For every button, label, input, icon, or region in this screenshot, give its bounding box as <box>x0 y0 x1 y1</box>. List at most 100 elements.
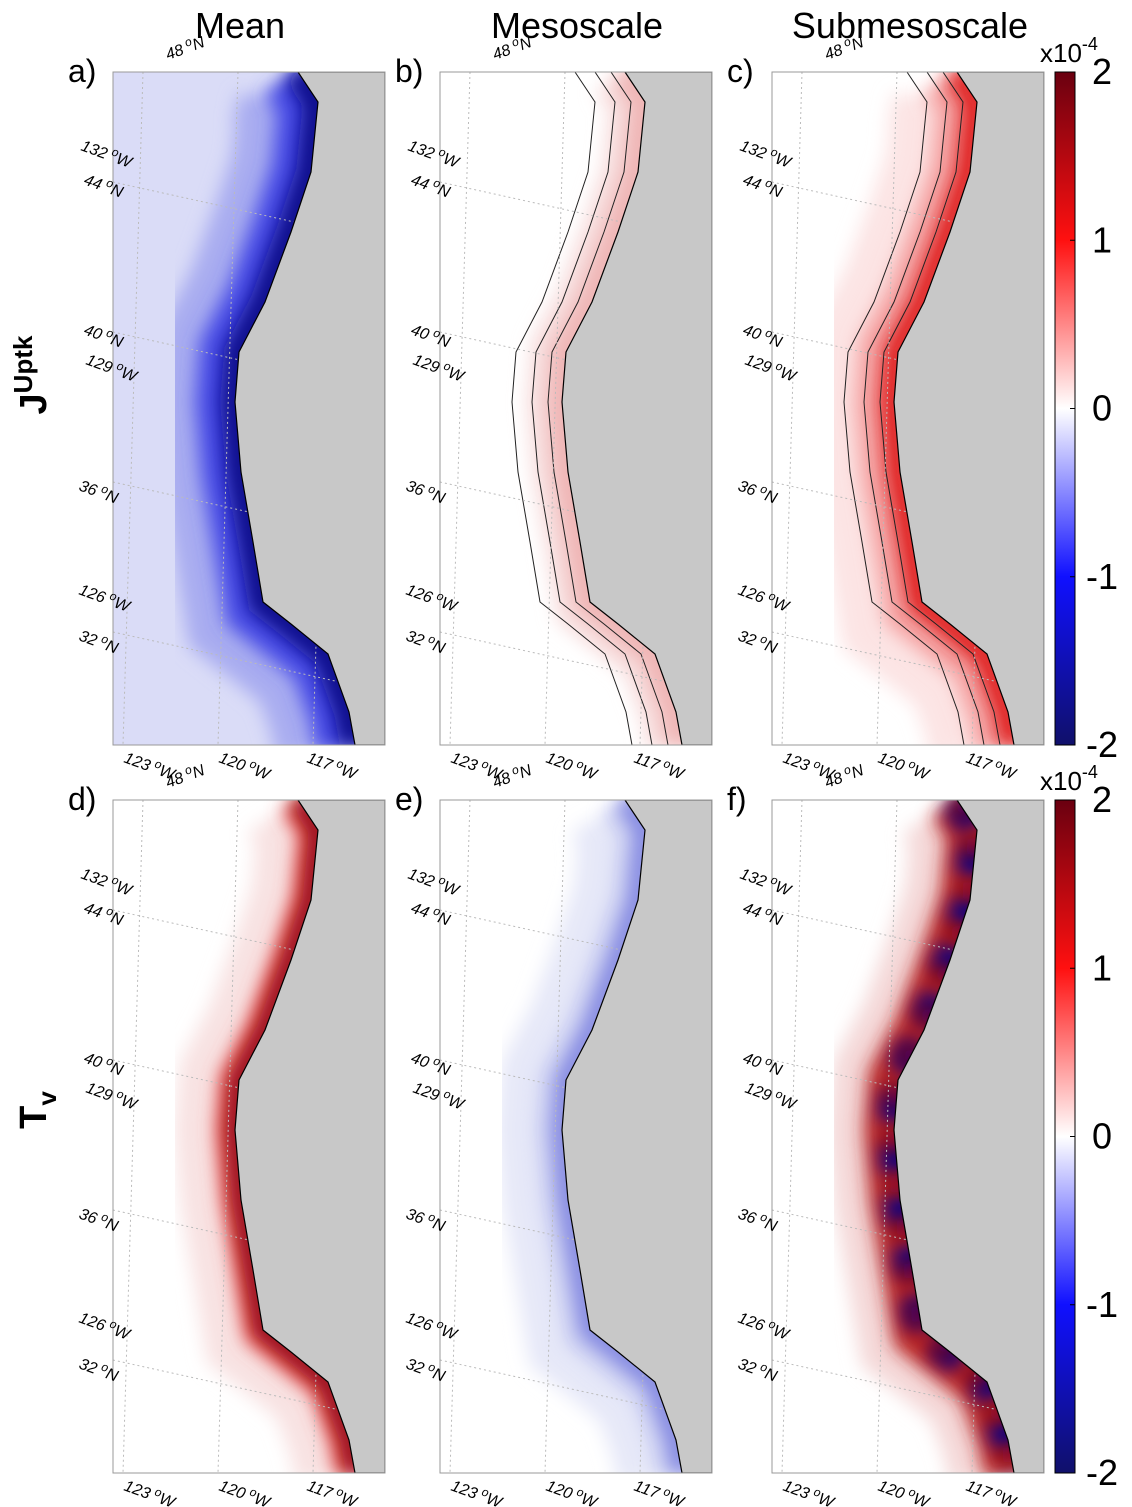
graticule-label: 117oW <box>964 1474 1021 1507</box>
graticule-line <box>113 1359 385 1421</box>
graticule-value: 123 <box>449 750 480 775</box>
graticule-value: 36 <box>404 478 427 500</box>
panel-frame <box>112 71 386 746</box>
graticule-label: 48oN <box>489 758 534 792</box>
row-symbol: J <box>13 393 55 414</box>
degree-mark: o <box>105 1053 116 1069</box>
colorbar-tick-label: -2 <box>1086 724 1118 765</box>
colorbar-tick-label: -1 <box>1086 1284 1118 1325</box>
degree-mark: o <box>105 325 116 341</box>
degree-mark: o <box>442 1087 453 1103</box>
graticule-value: 117 <box>964 1478 995 1503</box>
graticule-value: 120 <box>217 750 248 775</box>
graticule-value: 117 <box>305 750 336 775</box>
degree-mark: o <box>774 1087 785 1103</box>
colorbar-tick-label: -2 <box>1086 1452 1118 1493</box>
graticule-value: 123 <box>781 750 812 775</box>
graticule-label: 48oN <box>162 30 207 64</box>
degree-mark: o <box>105 175 116 191</box>
degree-mark: o <box>769 145 780 161</box>
degree-mark: o <box>907 1485 918 1501</box>
panel-frame <box>771 71 1045 746</box>
graticule-line <box>113 631 385 693</box>
graticule-line <box>772 1209 1044 1271</box>
graticule-value: 48 <box>823 770 846 792</box>
graticule-value: 32 <box>77 628 100 650</box>
degree-mark: o <box>432 175 443 191</box>
degree-mark: o <box>764 325 775 341</box>
graticule-line <box>440 331 712 393</box>
hemisphere: W <box>911 1491 933 1507</box>
degree-mark: o <box>767 1317 778 1333</box>
graticule-value: 132 <box>738 138 769 163</box>
degree-mark: o <box>759 481 770 497</box>
graticule-line <box>217 800 239 1473</box>
degree-mark: o <box>764 175 775 191</box>
graticule-value: 117 <box>305 1478 336 1503</box>
panel-frame <box>439 71 713 746</box>
graticule-line <box>781 72 803 745</box>
degree-mark: o <box>437 873 448 889</box>
graticule-value: 117 <box>632 750 663 775</box>
degree-mark: o <box>335 756 346 772</box>
graticule-label: 123oW <box>122 1474 180 1507</box>
graticule-value: 129 <box>84 352 115 377</box>
colorbar-tick-label: 0 <box>1092 388 1112 429</box>
colorbar-tick-label: 2 <box>1092 51 1112 92</box>
panel-letter: a) <box>68 53 96 89</box>
graticule-value: 117 <box>632 1478 663 1503</box>
graticule-value: 36 <box>736 478 759 500</box>
degree-mark: o <box>842 762 853 778</box>
graticule-label: 48oN <box>162 758 207 792</box>
graticule-value: 132 <box>738 866 769 891</box>
graticule-label: 117oW <box>305 746 362 784</box>
graticule-value: 126 <box>404 1310 435 1335</box>
graticule-value: 40 <box>741 322 764 344</box>
graticule-value: 36 <box>77 478 100 500</box>
panel-frame <box>439 799 713 1474</box>
graticule-value: 32 <box>77 1356 100 1378</box>
degree-mark: o <box>759 631 770 647</box>
panel-letter: f) <box>727 781 747 817</box>
degree-mark: o <box>437 145 448 161</box>
graticule-value: 48 <box>491 42 514 64</box>
graticule-label: 117oW <box>632 1474 689 1507</box>
land <box>561 72 712 745</box>
hemisphere: W <box>157 1491 179 1507</box>
degree-mark: o <box>435 1317 446 1333</box>
map-field <box>440 800 712 1473</box>
graticule-label: 40oN <box>82 318 127 352</box>
land <box>234 72 385 745</box>
hemisphere: W <box>579 1491 601 1507</box>
graticule-line <box>772 631 1044 693</box>
graticule-value: 132 <box>406 866 437 891</box>
map-panel: b)48oN132oW44oN40oN129oW36oN126oW32oN123… <box>395 34 713 784</box>
panel-frame <box>771 799 1045 1474</box>
degree-mark: o <box>575 757 586 773</box>
hemisphere: W <box>339 1490 361 1507</box>
map-field <box>113 72 385 745</box>
colorbar-tick-label: 1 <box>1092 219 1112 260</box>
colorbar-tick-label: 1 <box>1092 947 1112 988</box>
degree-mark: o <box>432 903 443 919</box>
land <box>561 800 712 1473</box>
graticule-label: 120oW <box>544 1474 602 1507</box>
map-field <box>772 800 1044 1473</box>
graticule-value: 126 <box>736 582 767 607</box>
panel-letter: c) <box>727 53 754 89</box>
degree-mark: o <box>575 1485 586 1501</box>
hemisphere: W <box>998 1490 1020 1507</box>
graticule-value: 123 <box>449 1478 480 1503</box>
graticule-value: 120 <box>876 1478 907 1503</box>
graticule-label: 132oW <box>406 862 464 900</box>
graticule-line <box>772 331 1044 393</box>
map-panel: d)48oN132oW44oN40oN129oW36oN126oW32oN123… <box>68 758 386 1507</box>
graticule-value: 32 <box>736 1356 759 1378</box>
degree-mark: o <box>427 1209 438 1225</box>
graticule-value: 120 <box>876 750 907 775</box>
degree-mark: o <box>842 34 853 50</box>
graticule-value: 117 <box>964 750 995 775</box>
degree-mark: o <box>435 589 446 605</box>
degree-mark: o <box>427 1359 438 1375</box>
degree-mark: o <box>510 762 521 778</box>
